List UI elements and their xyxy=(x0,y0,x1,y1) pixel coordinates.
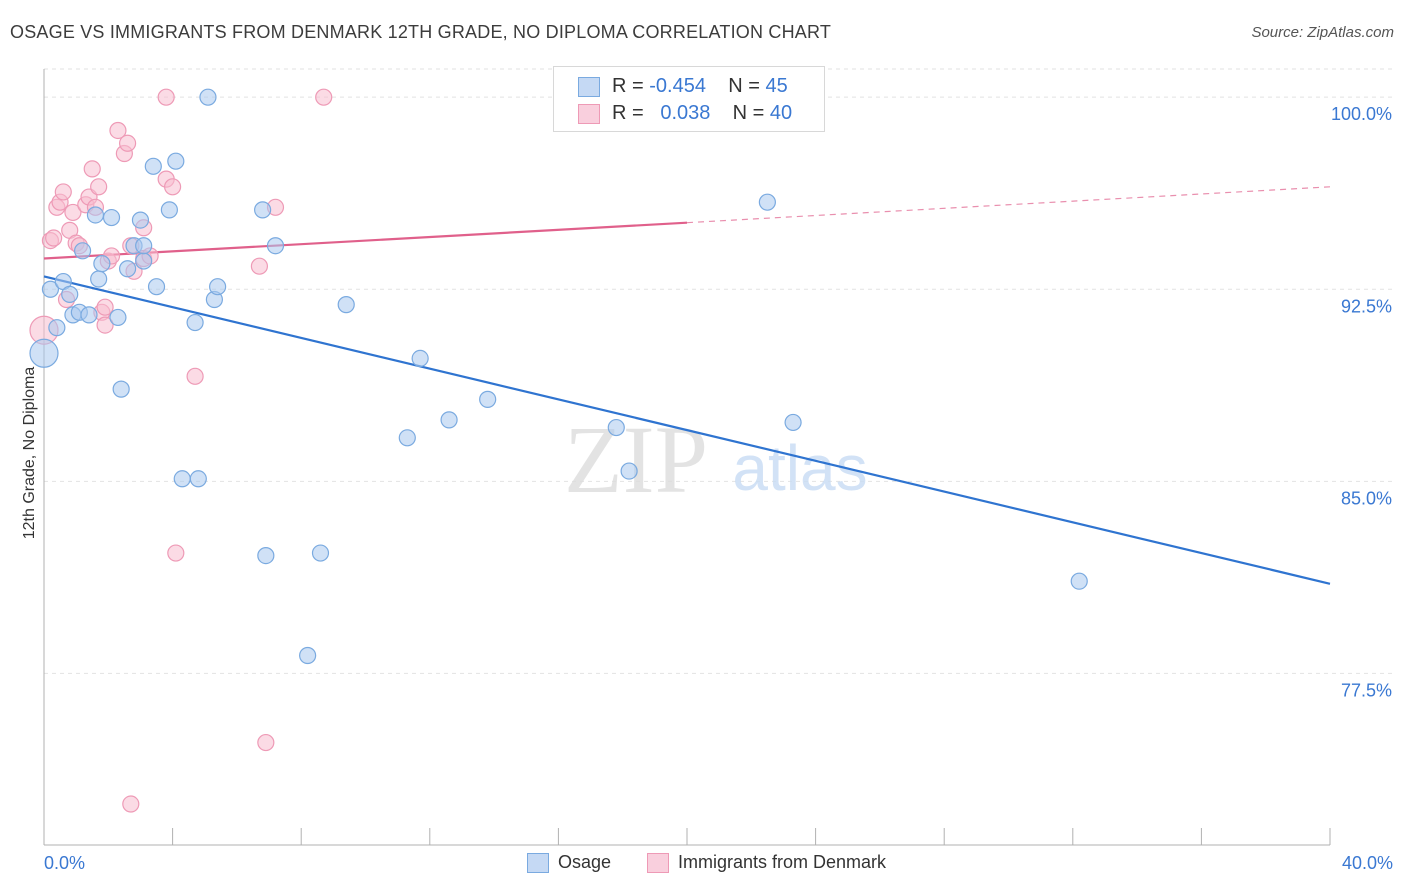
denmark-point xyxy=(250,257,269,275)
data-points xyxy=(29,88,1088,813)
osage-point xyxy=(48,319,66,337)
osage-point xyxy=(147,278,166,296)
osage-point xyxy=(131,211,150,229)
osage-point xyxy=(109,308,127,327)
osage-point xyxy=(189,470,207,488)
osage-point xyxy=(173,470,191,488)
denmark-trend-extension xyxy=(686,186,1331,224)
osage-point xyxy=(86,206,105,224)
osage-point xyxy=(337,296,355,314)
denmark-point xyxy=(64,203,82,222)
osage-point xyxy=(112,380,130,398)
n-label: N = xyxy=(728,75,766,97)
denmark-point xyxy=(186,367,204,385)
denmark-point xyxy=(96,316,114,334)
axes xyxy=(43,69,1331,846)
osage-point xyxy=(186,313,204,332)
osage-point xyxy=(784,413,802,432)
denmark-point xyxy=(167,544,185,562)
grid-lines xyxy=(44,68,1392,674)
osage-point xyxy=(167,152,185,170)
osage-point xyxy=(311,544,330,562)
osage-point xyxy=(135,252,153,270)
osage-point xyxy=(118,260,137,278)
denmark-swatch xyxy=(578,104,600,124)
osage-swatch xyxy=(578,77,600,97)
denmark-point xyxy=(164,178,182,196)
denmark-point xyxy=(118,134,137,152)
osage-point xyxy=(61,285,79,303)
watermark: ZIP atlas xyxy=(564,406,868,513)
x-tick-label: 40.0% xyxy=(1342,853,1393,873)
osage-point xyxy=(144,157,162,175)
legend-row-osage-text: R = -0.454 N = 45 xyxy=(612,75,788,98)
denmark-point xyxy=(45,229,63,247)
legend-denmark-label: Immigrants from Denmark xyxy=(678,852,887,872)
r-label: R = xyxy=(612,102,650,124)
source-note: Source: ZipAtlas.com xyxy=(1251,24,1394,41)
osage-point xyxy=(479,390,497,408)
osage-point xyxy=(607,418,625,437)
denmark-point xyxy=(109,121,127,140)
osage-point xyxy=(299,646,317,665)
osage-point xyxy=(411,349,429,367)
chart-title: OSAGE VS IMMIGRANTS FROM DENMARK 12TH GR… xyxy=(10,22,832,42)
osage-point xyxy=(440,411,458,429)
r-value-denmark: 0.038 xyxy=(660,102,711,124)
osage-point xyxy=(160,201,178,219)
y-tick-label: 85.0% xyxy=(1341,488,1392,508)
denmark-point xyxy=(96,298,114,316)
x-tick-label: 0.0% xyxy=(44,853,85,873)
r-value-osage: -0.454 xyxy=(649,75,706,97)
osage-trend-line xyxy=(43,275,1331,585)
osage-point xyxy=(1070,572,1088,590)
tick-labels: 100.0% 92.5% 85.0% 77.5% 0.0% 40.0% xyxy=(44,104,1393,873)
denmark-point xyxy=(122,795,140,813)
osage-point xyxy=(209,278,227,296)
osage-point xyxy=(135,237,153,255)
denmark-point xyxy=(54,183,72,201)
n-value-osage: 45 xyxy=(765,75,788,97)
n-value-denmark: 40 xyxy=(769,102,793,124)
r-label: R = xyxy=(612,75,650,97)
osage-point xyxy=(620,462,638,480)
osage-point xyxy=(266,237,285,255)
legend-osage-label: Osage xyxy=(558,852,612,872)
denmark-point xyxy=(90,178,108,196)
osage-point xyxy=(254,201,272,219)
y-tick-label: 77.5% xyxy=(1341,680,1392,700)
watermark-zip: ZIP xyxy=(564,406,708,513)
osage-point xyxy=(73,242,92,260)
denmark-point xyxy=(157,88,175,106)
n-label: N = xyxy=(732,102,770,124)
osage-point xyxy=(93,255,111,273)
osage-point xyxy=(29,338,59,368)
osage-point xyxy=(758,193,776,211)
osage-point xyxy=(199,88,217,106)
stats-legend: R = -0.454 N = 45 R = 0.038 N = 40 xyxy=(553,66,825,132)
osage-point xyxy=(90,270,108,288)
osage-point xyxy=(41,280,60,298)
denmark-point xyxy=(257,733,275,752)
denmark-point xyxy=(83,160,101,178)
y-tick-label: 92.5% xyxy=(1341,296,1392,316)
trend-lines xyxy=(43,186,1331,585)
legend-osage-swatch xyxy=(527,853,549,873)
osage-point xyxy=(257,547,275,565)
osage-point xyxy=(80,306,98,324)
denmark-point xyxy=(315,88,333,106)
y-tick-label: 100.0% xyxy=(1331,104,1392,124)
y-axis-label: 12th Grade, No Diploma xyxy=(21,366,38,540)
osage-point xyxy=(398,429,416,447)
legend-row-denmark-text: R = 0.038 N = 40 xyxy=(612,102,792,125)
osage-point xyxy=(102,208,121,227)
legend-denmark-swatch xyxy=(647,853,669,873)
